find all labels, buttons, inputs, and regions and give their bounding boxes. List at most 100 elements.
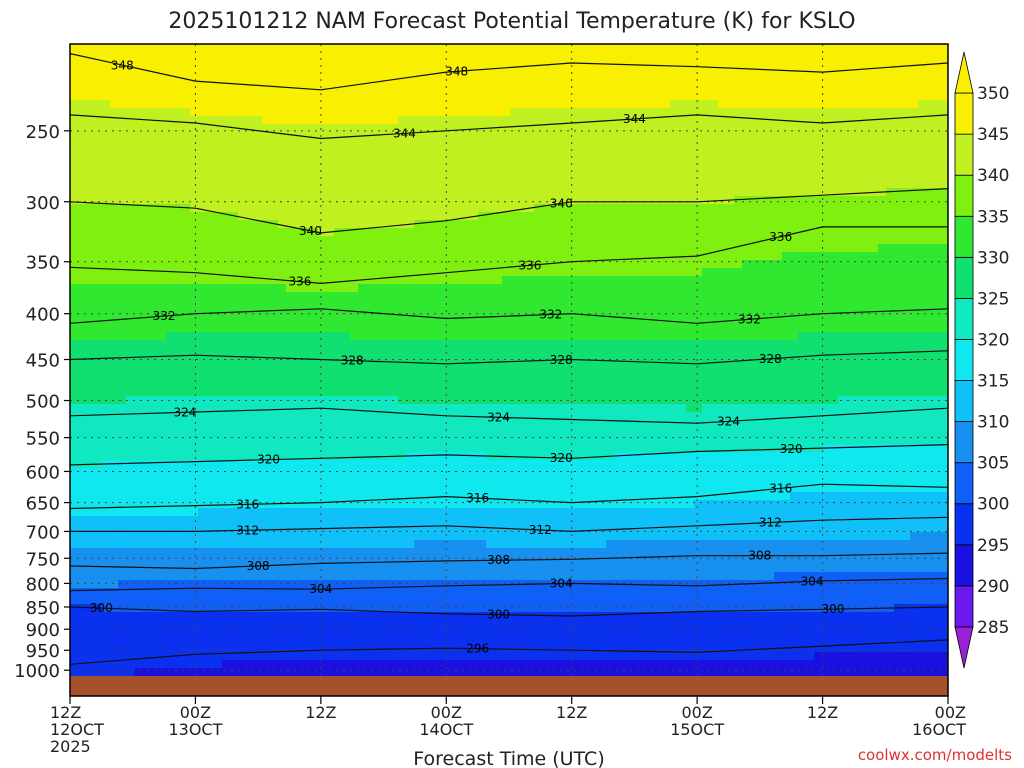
- field-cell: [174, 668, 183, 676]
- field-cell: [438, 244, 447, 253]
- field-cell: [390, 612, 399, 621]
- field-cell: [326, 380, 335, 389]
- field-cell: [126, 612, 135, 621]
- field-cell: [430, 516, 439, 525]
- field-cell: [134, 196, 143, 205]
- field-cell: [166, 260, 175, 269]
- field-cell: [494, 612, 503, 621]
- field-cell: [150, 316, 159, 325]
- field-cell: [174, 324, 183, 333]
- field-cell: [262, 580, 271, 589]
- field-cell: [566, 476, 575, 485]
- field-cell: [414, 476, 423, 485]
- field-cell: [470, 444, 479, 453]
- field-cell: [502, 516, 511, 525]
- field-cell: [334, 60, 343, 69]
- field-cell: [86, 252, 95, 261]
- field-cell: [502, 612, 511, 621]
- field-cell: [278, 76, 287, 85]
- field-cell: [374, 436, 383, 445]
- field-cell: [198, 220, 207, 229]
- field-cell: [526, 436, 535, 445]
- field-cell: [294, 220, 303, 229]
- field-cell: [158, 300, 167, 309]
- field-cell: [558, 428, 567, 437]
- field-cell: [398, 140, 407, 149]
- field-cell: [262, 484, 271, 493]
- field-cell: [182, 476, 191, 485]
- field-cell: [358, 220, 367, 229]
- field-cell: [526, 644, 535, 653]
- field-cell: [462, 380, 471, 389]
- field-cell: [246, 52, 255, 61]
- field-cell: [374, 316, 383, 325]
- field-cell: [270, 92, 279, 101]
- field-cell: [206, 356, 215, 365]
- field-cell: [350, 484, 359, 493]
- field-cell: [566, 316, 575, 325]
- field-cell: [526, 636, 535, 645]
- field-cell: [430, 364, 439, 373]
- field-cell: [478, 364, 487, 373]
- field-cell: [246, 44, 255, 53]
- field-cell: [422, 124, 431, 133]
- field-cell: [142, 244, 151, 253]
- field-cell: [86, 76, 95, 85]
- field-cell: [94, 340, 103, 349]
- field-cell: [494, 188, 503, 197]
- field-cell: [254, 548, 263, 557]
- field-cell: [446, 244, 455, 253]
- field-cell: [254, 428, 263, 437]
- field-cell: [342, 668, 351, 676]
- field-cell: [398, 324, 407, 333]
- field-cell: [542, 156, 551, 165]
- field-cell: [558, 628, 567, 637]
- field-cell: [206, 420, 215, 429]
- field-cell: [230, 396, 239, 405]
- field-cell: [230, 44, 239, 53]
- field-cell: [198, 396, 207, 405]
- field-cell: [198, 292, 207, 301]
- field-cell: [462, 404, 471, 413]
- field-cell: [438, 452, 447, 461]
- field-cell: [374, 164, 383, 173]
- field-cell: [438, 52, 447, 61]
- field-cell: [342, 300, 351, 309]
- field-cell: [502, 124, 511, 133]
- field-cell: [262, 516, 271, 525]
- field-cell: [566, 652, 575, 661]
- field-cell: [534, 148, 543, 157]
- field-cell: [510, 404, 519, 413]
- field-cell: [454, 100, 463, 109]
- field-cell: [398, 636, 407, 645]
- field-cell: [510, 460, 519, 469]
- field-cell: [534, 420, 543, 429]
- field-cell: [422, 460, 431, 469]
- field-cell: [406, 460, 415, 469]
- field-cell: [294, 308, 303, 317]
- field-cell: [382, 644, 391, 653]
- field-cell: [190, 620, 199, 629]
- field-cell: [486, 660, 495, 669]
- field-cell: [142, 172, 151, 181]
- field-cell: [374, 292, 383, 301]
- field-cell: [318, 84, 327, 93]
- field-cell: [142, 316, 151, 325]
- field-cell: [102, 564, 111, 573]
- field-cell: [230, 156, 239, 165]
- field-cell: [438, 516, 447, 525]
- field-cell: [222, 132, 231, 141]
- field-cell: [174, 196, 183, 205]
- field-cell: [222, 492, 231, 501]
- field-cell: [238, 180, 247, 189]
- field-cell: [518, 364, 527, 373]
- field-cell: [198, 540, 207, 549]
- field-cell: [246, 140, 255, 149]
- field-cell: [270, 516, 279, 525]
- field-cell: [110, 116, 119, 125]
- field-cell: [550, 276, 559, 285]
- field-cell: [366, 404, 375, 413]
- field-cell: [542, 644, 551, 653]
- field-cell: [278, 372, 287, 381]
- field-cell: [366, 68, 375, 77]
